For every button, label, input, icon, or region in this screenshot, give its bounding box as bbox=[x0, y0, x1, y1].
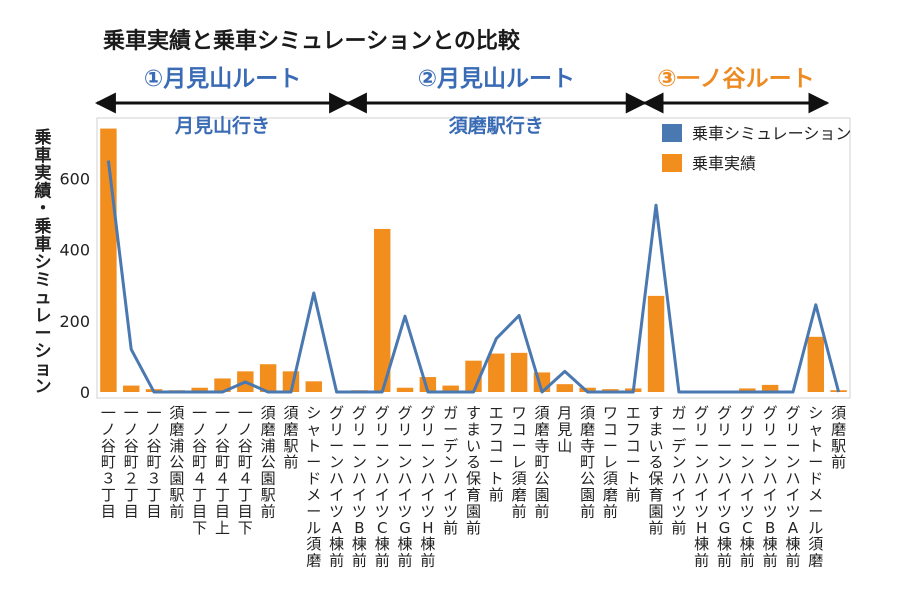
x-tick-label: 須磨駅前 bbox=[283, 404, 298, 471]
bar bbox=[807, 336, 824, 392]
x-tick-label: 須磨浦公園駅前 bbox=[169, 404, 184, 520]
x-tick-label: グリーンハイツ B 棟前 bbox=[352, 404, 367, 570]
x-tick-label: グリーンハイツ A 棟前 bbox=[329, 404, 344, 570]
bar bbox=[556, 384, 573, 392]
simulation-line bbox=[106, 160, 841, 394]
x-tick-label: 須磨寺町公園前 bbox=[580, 404, 595, 520]
bar bbox=[579, 387, 596, 392]
line-series bbox=[106, 160, 841, 394]
x-tick-label: ワコーレ須磨前 bbox=[603, 404, 618, 520]
x-tick-label: ガーデンハイツ前 bbox=[443, 404, 458, 537]
route-label: ②月見山ルート bbox=[418, 66, 575, 92]
x-tick-label: シャトードメール須磨 bbox=[306, 404, 321, 570]
x-tick-label: グリーンハイツ B 棟前 bbox=[763, 404, 778, 570]
bar bbox=[259, 364, 277, 392]
bar bbox=[510, 352, 528, 392]
route-label: ①月見山ルート bbox=[144, 66, 301, 92]
x-tick-label: ガーデンハイツ前 bbox=[671, 404, 686, 537]
legend-label: 乗車実績 bbox=[692, 154, 756, 173]
x-tick-label: 須磨浦公園駅前 bbox=[261, 404, 276, 520]
x-tick-label: すまいる保育園前 bbox=[649, 404, 664, 537]
y-axis-title: 乗車実績・乗車シミュレーション bbox=[34, 128, 52, 397]
x-tick-label: グリーンハイツ C 棟前 bbox=[375, 404, 390, 570]
direction-label: 月見山行き bbox=[174, 114, 270, 137]
y-tick-label: 200 bbox=[59, 312, 90, 331]
bar bbox=[739, 388, 756, 392]
x-tick-label: 一ノ谷町３丁目 bbox=[101, 404, 116, 520]
x-tick-label: グリーンハイツ H 棟前 bbox=[420, 404, 435, 570]
y-axis-title-text: 乗車実績・乗車シミュレーション bbox=[34, 128, 52, 397]
bar bbox=[442, 385, 459, 392]
bar bbox=[761, 384, 779, 392]
y-axis: 0 200 400 600 bbox=[59, 169, 90, 402]
direction-label: 須磨駅行き bbox=[449, 114, 544, 137]
x-tick-label: 月見山 bbox=[557, 404, 572, 455]
x-tick-label: グリーンハイツ C 棟前 bbox=[740, 404, 755, 570]
bar bbox=[396, 387, 414, 392]
bar bbox=[191, 387, 208, 392]
x-tick-label: ワコーレ須磨前 bbox=[512, 404, 527, 520]
direction-labels: 月見山行き 須磨駅行き bbox=[174, 114, 544, 137]
chart-title: 乗車実績と乗車シミュレーションとの比較 bbox=[103, 28, 521, 54]
y-tick-label: 0 bbox=[80, 383, 90, 402]
bar bbox=[374, 228, 391, 392]
x-tick-label: グリーンハイツ H 棟前 bbox=[694, 404, 709, 570]
x-tick-label: すまいる保育園前 bbox=[466, 404, 481, 537]
x-tick-label: グリーンハイツ A 棟前 bbox=[785, 404, 800, 570]
x-tick-label: シャトードメール須磨 bbox=[808, 404, 823, 570]
bar bbox=[647, 295, 665, 392]
x-tick-label: エフコート前 bbox=[626, 404, 641, 504]
bar bbox=[123, 385, 140, 392]
y-tick-label: 600 bbox=[59, 169, 90, 188]
legend-swatch-line bbox=[662, 124, 682, 142]
x-tick-label: 一ノ谷町３丁目 bbox=[147, 404, 162, 520]
y-tick-label: 400 bbox=[59, 241, 90, 260]
legend-swatch-bar bbox=[662, 154, 682, 172]
bar bbox=[488, 353, 505, 392]
x-tick-label: 一ノ谷町４丁目上 bbox=[215, 404, 230, 537]
x-tick-label: グリーンハイツ G 棟前 bbox=[717, 404, 732, 570]
legend-label: 乗車シミュレーション bbox=[692, 124, 851, 143]
x-tick-label: 須磨寺町公園前 bbox=[534, 404, 549, 520]
route-headers: ①月見山ルート ②月見山ルート ③一ノ谷ルート bbox=[94, 66, 830, 114]
x-tick-label: 一ノ谷町２丁目 bbox=[124, 404, 139, 520]
x-axis-category-labels: 一ノ谷町３丁目一ノ谷町２丁目一ノ谷町３丁目須磨浦公園駅前一ノ谷町４丁目下一ノ谷町… bbox=[101, 404, 846, 570]
route-label: ③一ノ谷ルート bbox=[657, 66, 814, 92]
x-tick-label: エフコート前 bbox=[489, 404, 504, 504]
plot-area bbox=[96, 117, 851, 399]
bar-series bbox=[100, 128, 847, 392]
x-tick-label: グリーンハイツ G 棟前 bbox=[398, 404, 413, 570]
x-tick-label: 一ノ谷町４丁目下 bbox=[192, 404, 207, 537]
x-tick-label: 一ノ谷町４丁目下 bbox=[238, 404, 253, 537]
bar bbox=[305, 381, 322, 392]
x-tick-label: 須磨駅前 bbox=[831, 404, 846, 471]
